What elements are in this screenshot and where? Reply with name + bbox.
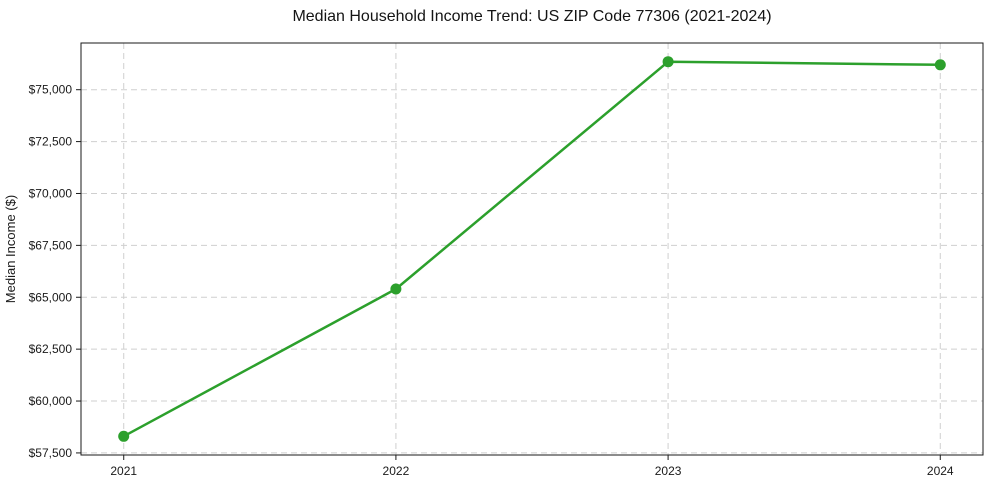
- y-tick-label: $60,000: [29, 394, 73, 408]
- y-tick-label: $62,500: [29, 342, 73, 356]
- y-tick-labels: $57,500 $60,000 $62,500 $65,000 $67,500 $70,0…: [29, 83, 73, 460]
- y-tick-label: $72,500: [29, 135, 73, 149]
- plot-border: [80, 42, 984, 456]
- x-tick-label: 2021: [110, 464, 137, 478]
- x-tick-label: 2023: [655, 464, 682, 478]
- data-point: [390, 283, 402, 295]
- y-tick-label: $65,000: [29, 290, 73, 304]
- x-tick-label: 2024: [927, 464, 954, 478]
- data-point: [118, 430, 130, 442]
- y-tick-label: $67,500: [29, 238, 73, 252]
- data-point: [662, 56, 674, 68]
- x-tick-labels: 2021 2022 2023 2024: [110, 464, 954, 478]
- y-tick-label: $57,500: [29, 446, 73, 460]
- data-line: [122, 60, 942, 438]
- axis-tickmarks: [76, 89, 941, 460]
- y-tick-label: $70,000: [29, 186, 73, 200]
- data-point: [934, 59, 946, 71]
- gridlines: [81, 43, 983, 455]
- chart-title: Median Household Income Trend: US ZIP Co…: [292, 8, 772, 25]
- y-axis-label: Median Income ($): [3, 195, 18, 303]
- data-series: [118, 56, 946, 442]
- y-tick-label: $75,000: [29, 83, 73, 97]
- x-tick-label: 2022: [383, 464, 410, 478]
